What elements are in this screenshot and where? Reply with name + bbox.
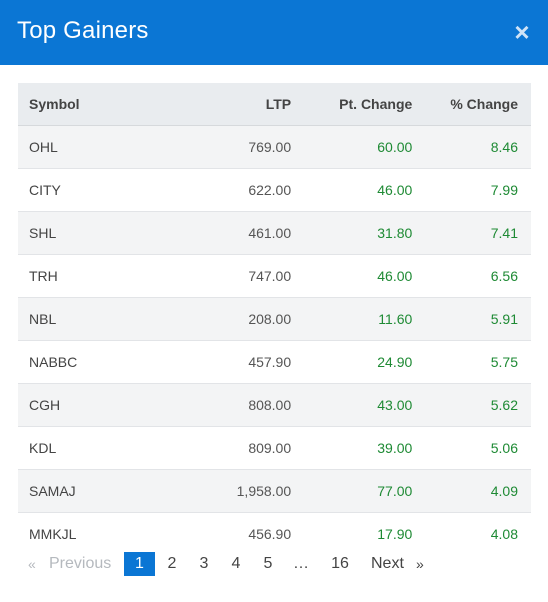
cell-pt-change: 60.00	[291, 124, 413, 168]
cell-ltp: 456.90	[116, 511, 292, 555]
table-row[interactable]: TRH 747.00 46.00 6.56	[18, 253, 531, 297]
table-body: OHL 769.00 60.00 8.46 CITY 622.00 46.00 7.99 SHL…	[18, 124, 531, 555]
table-row[interactable]: NABBC 457.90 24.90 5.75	[18, 339, 531, 383]
column-header-pt-change[interactable]: Pt. Change	[291, 83, 413, 126]
cell-pct-change: 5.06	[412, 425, 531, 469]
page-button-3[interactable]: 3	[199, 555, 209, 572]
pagination-ellipsis: …	[293, 555, 309, 572]
cell-ltp: 808.00	[116, 382, 292, 426]
cell-symbol: CITY	[18, 167, 117, 211]
cell-symbol: MMKJL	[18, 511, 117, 555]
previous-page-button[interactable]: Previous	[49, 555, 112, 572]
modal-title: Top Gainers	[17, 17, 149, 44]
cell-symbol: TRH	[18, 253, 117, 297]
cell-pt-change: 31.80	[291, 210, 413, 254]
cell-pt-change: 11.60	[291, 296, 413, 340]
table-row[interactable]: OHL 769.00 60.00 8.46	[18, 124, 531, 168]
cell-pct-change: 4.09	[412, 468, 531, 512]
cell-symbol: NBL	[18, 296, 117, 340]
modal-header: Top Gainers ×	[0, 0, 548, 65]
cell-ltp: 809.00	[116, 425, 292, 469]
cell-symbol: KDL	[18, 425, 117, 469]
cell-ltp: 747.00	[116, 253, 292, 297]
cell-ltp: 1,958.00	[116, 468, 292, 512]
cell-pt-change: 24.90	[291, 339, 413, 383]
cell-pct-change: 7.41	[412, 210, 531, 254]
gainers-table: Symbol LTP Pt. Change % Change OHL 769.00…	[18, 83, 531, 555]
column-header-pct-change[interactable]: % Change	[412, 83, 531, 126]
cell-pct-change: 4.08	[412, 511, 531, 555]
page-button-4[interactable]: 4	[231, 555, 241, 572]
table-row[interactable]: CITY 622.00 46.00 7.99	[18, 167, 531, 211]
page-button-16[interactable]: 16	[331, 555, 349, 572]
cell-ltp: 208.00	[116, 296, 292, 340]
cell-pt-change: 77.00	[291, 468, 413, 512]
cell-symbol: SAMAJ	[18, 468, 117, 512]
table-row[interactable]: CGH 808.00 43.00 5.62	[18, 382, 531, 426]
next-page-button[interactable]: Next	[371, 555, 404, 572]
page-button-2[interactable]: 2	[167, 555, 177, 572]
cell-symbol: CGH	[18, 382, 117, 426]
cell-pt-change: 46.00	[291, 167, 413, 211]
column-header-ltp[interactable]: LTP	[116, 83, 292, 126]
cell-ltp: 457.90	[116, 339, 292, 383]
cell-ltp: 769.00	[116, 124, 292, 168]
table-row[interactable]: SHL 461.00 31.80 7.41	[18, 210, 531, 254]
cell-ltp: 622.00	[116, 167, 292, 211]
cell-pt-change: 39.00	[291, 425, 413, 469]
cell-symbol: NABBC	[18, 339, 117, 383]
cell-symbol: OHL	[18, 124, 117, 168]
cell-pct-change: 7.99	[412, 167, 531, 211]
previous-arrow-icon: «	[28, 556, 36, 572]
column-header-symbol[interactable]: Symbol	[18, 83, 117, 126]
pagination: « Previous 1 2 3 4 5 … 16 Next »	[18, 552, 531, 578]
cell-pct-change: 6.56	[412, 253, 531, 297]
table-row[interactable]: KDL 809.00 39.00 5.06	[18, 425, 531, 469]
cell-ltp: 461.00	[116, 210, 292, 254]
table-row[interactable]: MMKJL 456.90 17.90 4.08	[18, 511, 531, 555]
cell-pct-change: 5.91	[412, 296, 531, 340]
table-row[interactable]: NBL 208.00 11.60 5.91	[18, 296, 531, 340]
cell-pct-change: 8.46	[412, 124, 531, 168]
table-row[interactable]: SAMAJ 1,958.00 77.00 4.09	[18, 468, 531, 512]
table-header-row: Symbol LTP Pt. Change % Change	[18, 83, 531, 126]
cell-pt-change: 46.00	[291, 253, 413, 297]
cell-pt-change: 17.90	[291, 511, 413, 555]
next-arrow-icon: »	[416, 556, 424, 572]
cell-pt-change: 43.00	[291, 382, 413, 426]
cell-symbol: SHL	[18, 210, 117, 254]
close-icon[interactable]: ×	[514, 17, 530, 47]
page-button-5[interactable]: 5	[263, 555, 273, 572]
cell-pct-change: 5.75	[412, 339, 531, 383]
cell-pct-change: 5.62	[412, 382, 531, 426]
page-button-1[interactable]: 1	[124, 552, 155, 576]
